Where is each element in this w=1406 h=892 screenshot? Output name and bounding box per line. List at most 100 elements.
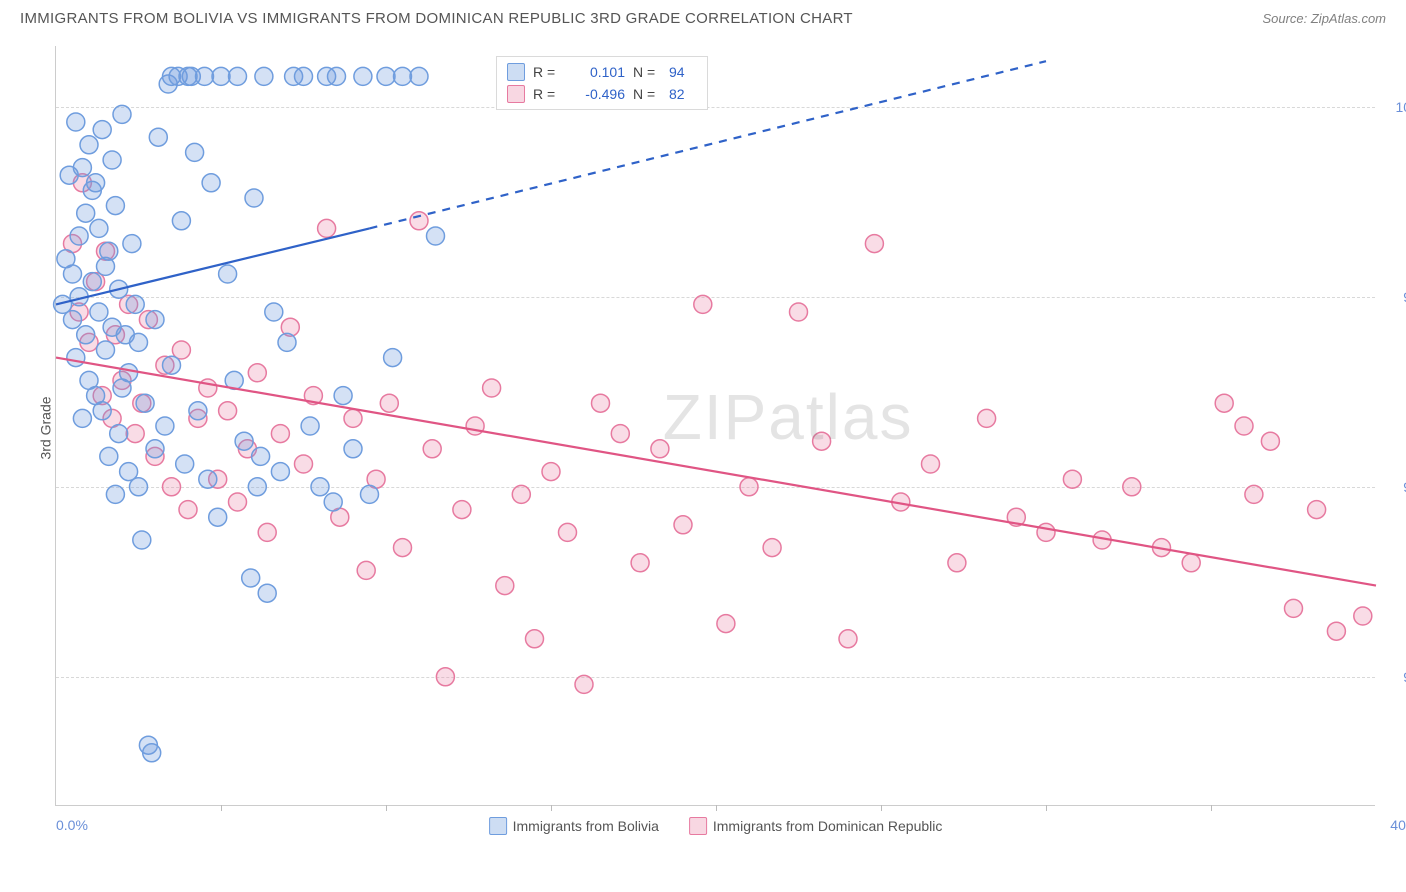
data-point — [209, 508, 227, 526]
chart-header: IMMIGRANTS FROM BOLIVIA VS IMMIGRANTS FR… — [0, 0, 1406, 35]
swatch-bolivia-icon — [489, 817, 507, 835]
data-point — [106, 197, 124, 215]
data-point — [466, 417, 484, 435]
r-dominican: -0.496 — [569, 86, 625, 102]
data-point — [453, 501, 471, 519]
data-point — [394, 67, 412, 85]
data-point — [248, 364, 266, 382]
legend-dominican-label: Immigrants from Dominican Republic — [713, 818, 943, 834]
chart-plot-area: 92.5%95.0%97.5%100.0% ZIPatlas R = 0.101… — [55, 46, 1375, 806]
r-label: R = — [533, 64, 557, 80]
data-point — [427, 227, 445, 245]
data-point — [496, 577, 514, 595]
data-point — [136, 394, 154, 412]
data-point — [344, 440, 362, 458]
data-point — [120, 364, 138, 382]
tick-v — [1046, 805, 1047, 811]
legend-bolivia-label: Immigrants from Bolivia — [513, 818, 659, 834]
data-point — [278, 333, 296, 351]
stats-legend: R = 0.101 N = 94 R = -0.496 N = 82 — [496, 56, 708, 110]
data-point — [189, 402, 207, 420]
data-point — [361, 485, 379, 503]
data-point — [255, 67, 273, 85]
data-point — [813, 432, 831, 450]
data-point — [77, 204, 95, 222]
data-point — [631, 554, 649, 572]
data-point — [143, 744, 161, 762]
data-point — [436, 668, 454, 686]
data-point — [865, 235, 883, 253]
data-point — [1308, 501, 1326, 519]
data-point — [1063, 470, 1081, 488]
swatch-dominican — [507, 85, 525, 103]
data-point — [229, 67, 247, 85]
data-point — [73, 159, 91, 177]
tick-v — [1211, 805, 1212, 811]
data-point — [113, 105, 131, 123]
data-point — [126, 425, 144, 443]
n-label: N = — [633, 64, 657, 80]
n-bolivia: 94 — [669, 64, 697, 80]
n-dominican: 82 — [669, 86, 697, 102]
data-point — [97, 341, 115, 359]
r-bolivia: 0.101 — [569, 64, 625, 80]
data-point — [172, 212, 190, 230]
chart-source: Source: ZipAtlas.com — [1262, 11, 1386, 26]
data-point — [70, 227, 88, 245]
data-point — [324, 493, 342, 511]
data-point — [64, 265, 82, 283]
data-point — [87, 174, 105, 192]
data-point — [271, 463, 289, 481]
data-point — [717, 615, 735, 633]
data-point — [93, 402, 111, 420]
data-point — [146, 440, 164, 458]
data-point — [265, 303, 283, 321]
data-point — [100, 447, 118, 465]
data-point — [301, 417, 319, 435]
data-point — [948, 554, 966, 572]
stats-dominican: R = -0.496 N = 82 — [507, 83, 697, 105]
data-point — [380, 394, 398, 412]
tick-v — [716, 805, 717, 811]
data-point — [146, 311, 164, 329]
series-legend: Immigrants from Bolivia Immigrants from … — [489, 817, 943, 835]
data-point — [258, 523, 276, 541]
data-point — [77, 326, 95, 344]
r-label: R = — [533, 86, 557, 102]
data-point — [252, 447, 270, 465]
data-point — [90, 219, 108, 237]
data-point — [176, 455, 194, 473]
data-point — [1215, 394, 1233, 412]
data-point — [163, 478, 181, 496]
x-tick-min: 0.0% — [56, 817, 88, 833]
y-tick-label: 100.0% — [1396, 99, 1406, 115]
data-point — [1354, 607, 1372, 625]
data-point — [674, 516, 692, 534]
data-point — [1285, 599, 1303, 617]
data-point — [295, 67, 313, 85]
data-point — [149, 128, 167, 146]
data-point — [80, 136, 98, 154]
data-point — [1245, 485, 1263, 503]
data-point — [611, 425, 629, 443]
tick-v — [551, 805, 552, 811]
data-point — [1182, 554, 1200, 572]
data-point — [67, 113, 85, 131]
data-point — [212, 67, 230, 85]
data-point — [90, 303, 108, 321]
tick-v — [881, 805, 882, 811]
data-point — [763, 539, 781, 557]
data-point — [1037, 523, 1055, 541]
data-point — [344, 409, 362, 427]
data-point — [64, 311, 82, 329]
chart-svg — [56, 46, 1375, 805]
data-point — [100, 242, 118, 260]
data-point — [93, 121, 111, 139]
data-point — [790, 303, 808, 321]
data-point — [219, 402, 237, 420]
data-point — [123, 235, 141, 253]
data-point — [978, 409, 996, 427]
data-point — [483, 379, 501, 397]
data-point — [126, 295, 144, 313]
data-point — [357, 561, 375, 579]
